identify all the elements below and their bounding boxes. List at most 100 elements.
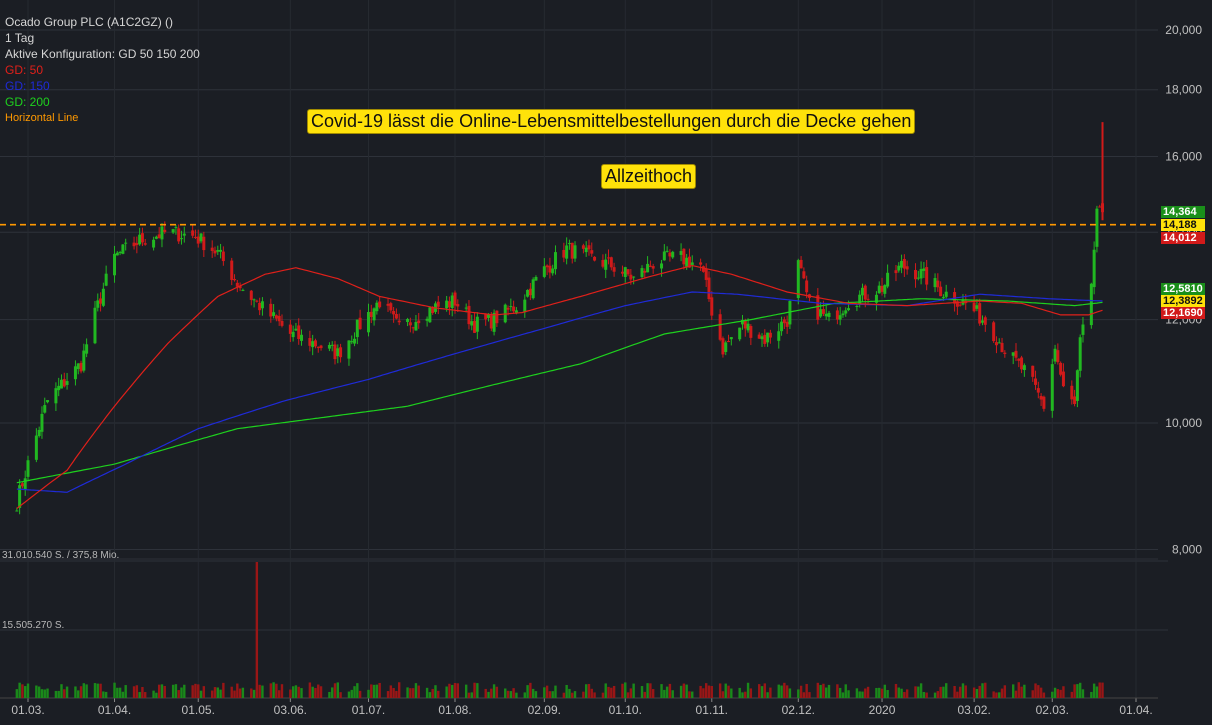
annotation-ath[interactable]: Allzeithoch — [601, 164, 697, 189]
volume-bar — [612, 685, 616, 698]
candle-body — [1036, 388, 1040, 393]
candle-body — [805, 280, 809, 293]
volume-bar — [953, 686, 956, 698]
volume-bar — [855, 688, 859, 698]
candle-body — [699, 262, 703, 265]
volume-bar — [277, 690, 281, 698]
volume-bar — [1078, 682, 1082, 698]
candle-body — [729, 337, 733, 340]
candle-body — [994, 342, 998, 346]
legend-horizontal-line[interactable]: Horizontal Line — [5, 112, 79, 124]
volume-bar — [406, 687, 409, 698]
candle-body — [375, 302, 379, 312]
candle-body — [171, 229, 175, 233]
legend-ma150[interactable]: GD: 150 — [5, 79, 50, 93]
legend-ma50[interactable]: GD: 50 — [5, 63, 44, 77]
candle-body — [428, 307, 432, 323]
candle-body — [632, 276, 636, 278]
candle-body — [54, 388, 58, 404]
candle-body — [1073, 396, 1077, 404]
candle-body — [397, 320, 401, 323]
candle-body — [57, 385, 61, 391]
volume-bar — [453, 683, 457, 698]
volume-bar — [1017, 682, 1020, 698]
candle-body — [280, 320, 284, 326]
volume-bar — [883, 684, 887, 698]
volume-bar — [691, 691, 694, 698]
volume-bar — [571, 692, 574, 698]
candle-body — [464, 307, 468, 309]
volume-bar — [699, 685, 702, 698]
badge-ma150: 12,3892 — [1161, 295, 1205, 307]
candle-body — [369, 311, 373, 318]
candle-body — [196, 236, 200, 244]
volume-bar — [545, 685, 549, 698]
volume-bar — [718, 683, 722, 698]
candle-body — [160, 226, 164, 240]
volume-bar — [456, 683, 460, 698]
candle-body — [894, 270, 898, 274]
candle-body — [1078, 337, 1082, 371]
volume-bar — [328, 691, 331, 698]
volume-bar — [152, 690, 155, 698]
candle-body — [140, 233, 144, 243]
candle-body — [277, 315, 281, 322]
candle-body — [431, 307, 435, 313]
candle-body — [453, 292, 457, 306]
badge-ma200: 12,5810 — [1161, 283, 1205, 295]
volume-bar — [584, 684, 588, 698]
candle-body — [65, 381, 69, 385]
candle-body — [916, 277, 920, 279]
candle-body — [880, 286, 884, 292]
volume-bar — [769, 687, 772, 698]
candle-body — [294, 328, 298, 331]
badge-low: 12,1690 — [1161, 307, 1205, 319]
candle-body — [738, 327, 742, 340]
candle-body — [235, 282, 239, 287]
volume-bar — [353, 686, 356, 698]
candle-body — [542, 266, 546, 277]
candle-body — [26, 460, 30, 477]
volume-bar — [903, 692, 906, 698]
volume-bar — [37, 686, 41, 698]
volume-bar — [392, 688, 395, 698]
candle-body — [297, 325, 301, 339]
candle-body — [925, 267, 929, 285]
volume-bar — [682, 683, 686, 698]
candle-body — [336, 348, 340, 357]
candle-body — [450, 295, 454, 308]
candle-body — [1075, 370, 1079, 401]
candle-body — [980, 320, 984, 323]
volume-bar — [604, 683, 607, 698]
candle-body — [1089, 283, 1093, 326]
volume-bar — [523, 692, 526, 698]
badge-last-price: 14,364 — [1161, 206, 1205, 218]
y-tick-label: 20,000 — [1165, 23, 1202, 37]
candle-body — [526, 289, 530, 297]
volume-bar — [451, 684, 454, 698]
volume-bar — [975, 688, 979, 698]
candle-body — [202, 236, 206, 251]
candle-body — [827, 312, 831, 317]
volume-bar — [15, 689, 19, 698]
volume-label-half: 15.505.270 S. — [2, 620, 64, 631]
volume-bar — [171, 684, 175, 698]
candle-body — [386, 303, 390, 306]
candle-body — [238, 285, 242, 289]
volume-bar — [981, 683, 984, 698]
legend-ma200[interactable]: GD: 200 — [5, 95, 50, 109]
volume-bar — [760, 686, 764, 698]
candle-body — [665, 250, 669, 252]
volume-bar — [1023, 684, 1026, 698]
candle-body — [333, 344, 337, 360]
annotation-covid[interactable]: Covid-19 lässt die Online-Lebensmittelbe… — [307, 109, 916, 134]
volume-bar — [607, 686, 610, 698]
candle-body — [115, 252, 119, 256]
candle-body — [746, 323, 750, 331]
x-tick-label: 02.09. — [528, 703, 561, 717]
volume-bar — [1098, 682, 1101, 698]
x-tick-label: 01.10. — [609, 703, 642, 717]
candle-body — [897, 265, 901, 271]
candle-body — [467, 305, 471, 325]
